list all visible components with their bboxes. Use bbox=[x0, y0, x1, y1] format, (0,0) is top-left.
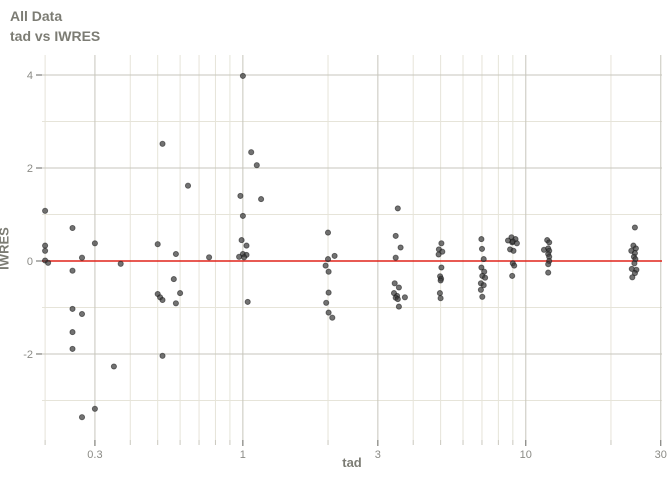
x-axis-title: tad bbox=[342, 455, 362, 470]
data-point bbox=[545, 269, 552, 276]
x-tick-label: 30 bbox=[655, 449, 667, 461]
data-point bbox=[159, 296, 166, 304]
data-point bbox=[391, 280, 398, 287]
data-point bbox=[480, 256, 487, 263]
data-point bbox=[172, 300, 179, 307]
x-tick-label: 1 bbox=[240, 449, 246, 461]
data-point bbox=[42, 207, 49, 214]
data-point bbox=[325, 268, 332, 275]
data-point bbox=[42, 247, 49, 254]
data-point bbox=[45, 259, 52, 266]
data-point bbox=[392, 232, 399, 239]
data-point bbox=[478, 245, 486, 252]
data-point bbox=[435, 251, 442, 258]
data-point bbox=[172, 250, 179, 258]
data-point bbox=[253, 162, 260, 169]
x-tick-label: 10 bbox=[520, 449, 532, 461]
data-point bbox=[91, 240, 98, 247]
data-point bbox=[513, 240, 520, 247]
data-point bbox=[325, 309, 332, 316]
data-point bbox=[78, 414, 86, 421]
data-point bbox=[437, 277, 444, 284]
data-point bbox=[437, 295, 444, 302]
data-point bbox=[323, 299, 330, 306]
data-point bbox=[322, 262, 329, 269]
chart-title: All Data bbox=[10, 8, 63, 24]
y-tick-label: -2 bbox=[23, 349, 33, 361]
data-point bbox=[325, 289, 332, 296]
data-point bbox=[395, 303, 402, 310]
data-point bbox=[237, 192, 244, 199]
data-point bbox=[236, 253, 243, 260]
y-axis-title: IWRES bbox=[0, 227, 12, 270]
data-point bbox=[479, 293, 486, 300]
data-point bbox=[631, 260, 638, 267]
data-point bbox=[394, 205, 401, 212]
data-point bbox=[545, 261, 552, 268]
data-point bbox=[244, 298, 251, 305]
data-point bbox=[324, 256, 332, 263]
data-point bbox=[329, 314, 336, 321]
data-point bbox=[78, 310, 86, 318]
data-point bbox=[509, 272, 516, 279]
data-point bbox=[69, 224, 76, 232]
data-point bbox=[239, 72, 246, 79]
data-point bbox=[436, 290, 443, 297]
data-point bbox=[170, 276, 177, 283]
data-point bbox=[241, 254, 248, 261]
data-point bbox=[69, 305, 76, 312]
data-point bbox=[478, 236, 485, 243]
y-tick-label: 2 bbox=[27, 163, 33, 175]
data-point bbox=[394, 296, 401, 303]
data-point bbox=[510, 247, 517, 254]
data-point bbox=[239, 212, 246, 219]
data-point bbox=[243, 242, 250, 249]
data-point bbox=[331, 252, 338, 259]
data-point bbox=[629, 274, 636, 281]
data-point bbox=[78, 254, 86, 261]
data-point bbox=[392, 254, 399, 261]
data-point bbox=[117, 260, 124, 267]
data-point bbox=[482, 274, 489, 281]
data-point bbox=[511, 262, 518, 269]
data-point bbox=[238, 237, 245, 244]
data-point bbox=[438, 264, 445, 271]
data-point bbox=[258, 196, 265, 203]
data-point bbox=[324, 229, 332, 236]
data-point bbox=[438, 240, 445, 247]
data-point bbox=[401, 294, 408, 301]
x-tick-label: 3 bbox=[375, 449, 381, 461]
y-tick-label: 0 bbox=[27, 256, 33, 268]
data-point bbox=[248, 149, 255, 156]
data-point bbox=[395, 284, 402, 291]
data-point bbox=[69, 345, 76, 352]
data-point bbox=[91, 405, 98, 412]
data-point bbox=[206, 254, 213, 261]
data-point bbox=[397, 244, 404, 251]
y-tick-label: 4 bbox=[27, 70, 33, 82]
data-point bbox=[477, 286, 484, 293]
data-point bbox=[631, 270, 638, 277]
chart-subtitle: tad vs IWRES bbox=[10, 28, 101, 44]
data-point bbox=[478, 264, 485, 271]
x-tick-label: 0.3 bbox=[87, 449, 102, 461]
data-point bbox=[546, 239, 553, 246]
data-point bbox=[69, 267, 76, 274]
data-point bbox=[69, 329, 76, 336]
data-point bbox=[110, 363, 117, 370]
data-point bbox=[159, 140, 166, 147]
data-point bbox=[159, 352, 166, 359]
data-point bbox=[42, 242, 49, 249]
data-point bbox=[154, 241, 161, 248]
data-point bbox=[177, 290, 184, 297]
data-point bbox=[631, 224, 638, 231]
data-point bbox=[480, 282, 487, 289]
data-point bbox=[184, 182, 192, 189]
